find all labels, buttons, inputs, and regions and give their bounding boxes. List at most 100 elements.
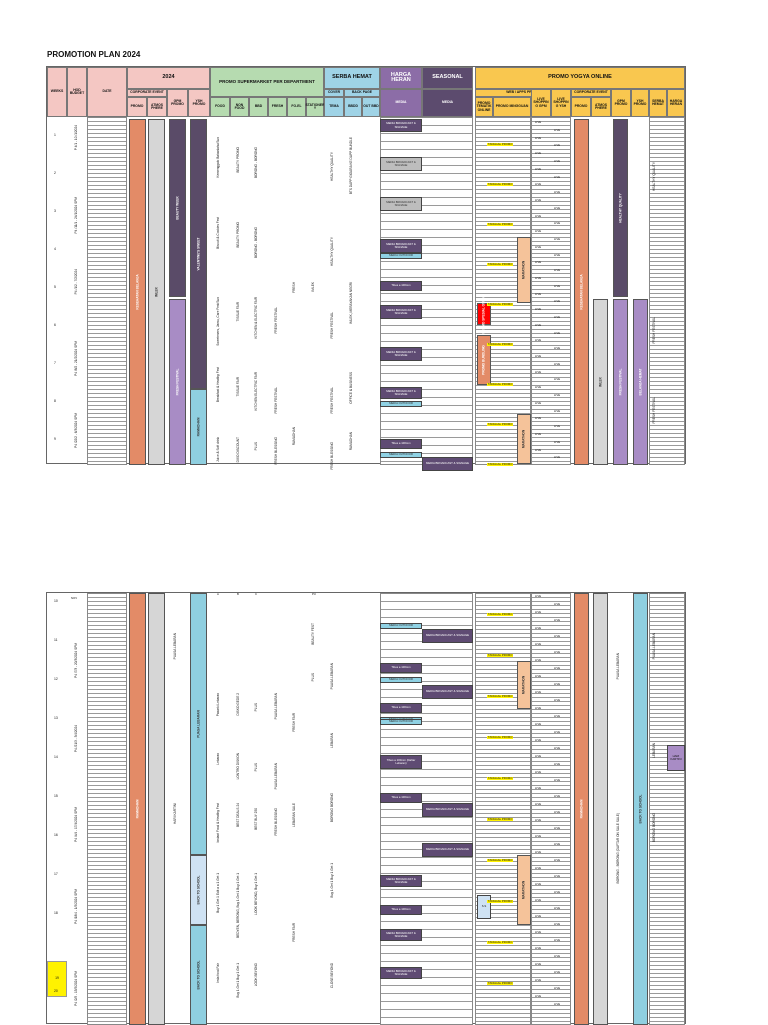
live-tag: LIVE [535,866,542,870]
harga-grid [380,117,473,465]
media-box: MEDIA BROADCAST & SIGNAGE [422,803,473,817]
live-tag: LIVE [554,810,561,814]
dept-food-2: Biscuit & Cookies Fest [216,217,220,249]
tanggal-promo-tag[interactable]: TANGGAL PROMO [487,382,514,386]
week-number: 17 [54,872,58,876]
dept-bbd-2: BORONG - BORONG [254,227,258,259]
live-tag: LIVE [554,650,561,654]
b-label: B [237,592,239,596]
tanggal-promo-tag[interactable]: TANGGAL PROMO [487,342,514,346]
online-healthy-label: HEALTHY QUALITY [652,162,656,191]
live-tag: LIVE [554,190,561,195]
tanggal-promo-tag[interactable]: TANGGAL PROMO [487,981,514,985]
live-tag: LIVE [554,938,561,942]
bar-online-belanja: BELANJA HEMAT [633,299,648,465]
live-tag: LIVE [535,369,542,374]
bar-puasa-lebaran: PUASA LEBARAN [190,593,207,855]
dept-b-st-1: BEAUTY FEST [311,623,315,645]
bar-promo-spesial: PROMO SPESIAL ONLINE [477,294,491,334]
tanggal-promo-tag[interactable]: TANGGAL PROMO [487,776,514,780]
right-grid-2 [649,593,685,1025]
dept-b-tema-5: CLOSE BEYOND [330,963,334,989]
live-tag: LIVE [535,182,542,187]
tanggal-promo-tag[interactable]: TANGGAL PROMO [487,817,514,821]
tanggal-promo-tag[interactable]: TANGGAL PROMO [487,612,514,616]
live-tag: LIVE [535,626,542,630]
header-promo-yogya-online: PROMO YOGYA ONLINE [475,67,685,89]
tanggal-promo-tag[interactable]: TANGGAL PROMO [487,899,514,903]
live-tag: LIVE [535,898,542,902]
live-tag: LIVE [554,826,561,830]
nov-label: NOV [71,596,78,600]
header-fo-el: FO-EL [287,97,306,117]
live-tag: LIVE [535,610,542,614]
live-tag: LIVE [535,978,542,982]
week-number: 18 [54,911,58,915]
tanggal-promo-tag[interactable]: TANGGAL PROMO [487,694,514,698]
header-promo-mingguan: PROMO MINGGUAN [493,97,531,117]
date-column-2 [87,593,127,1025]
tanggal-promo-tag[interactable]: TANGGAL PROMO [487,858,514,862]
live-tag: LIVE [535,802,542,806]
dept-b-tema-3: BORONG BORONG [330,793,334,823]
tanggal-promo-tag[interactable]: TANGGAL PROMO [487,262,514,266]
tanggal-promo-tag[interactable]: TANGGAL PROMO [487,940,514,944]
header-corporate-event: CORPORATE EVENT [127,89,167,97]
header-media: MEDIA [380,89,422,117]
tanggal-promo-tag[interactable]: TANGGAL PROMO [487,142,514,146]
bar-beauty-week: BEAUTY WEEK [169,119,186,297]
media-box: MEDIA BROADCAST & SIGNAGE [380,929,422,941]
tanggal-promo-tag[interactable]: TANGGAL PROMO [487,735,514,739]
live-tag: LIVE [535,151,542,156]
dept-imlek-mid: IMLEK [311,282,315,292]
live-tag: LIVE [535,166,542,171]
online-b-puasa-2: PUASA LEBARAN [652,633,656,660]
media-box: Tibes a 100mm [380,703,422,713]
live-tag: LIVE [535,882,542,886]
online-fresh-label-2: FRESH FESTIVAL [652,397,656,424]
dept-bbdd-1: BTS DAPP GIGARA KE DAPP BUNDLE [349,137,353,195]
dept-tema-1: HEALTHY QUALITY [330,152,334,181]
live-tag: LIVE [554,890,561,894]
week-number: 9 [54,437,56,441]
tanggal-promo-tag[interactable]: TANGGAL PROMO [487,302,514,306]
tanggal-promo-tag[interactable]: TANGGAL PROMO [487,222,514,226]
live-tag: LIVE [554,393,561,397]
header-promo-2: PROMO [571,97,591,117]
media-box: MEDIA OUTDOOR [380,452,422,458]
live-tag: LIVE [535,432,542,436]
week-number: 13 [54,716,58,720]
dept-fresh-2: FRESH FESTIVAL [274,387,278,414]
live-tag: LIVE [535,198,542,202]
tanggal-promo-tag[interactable]: TANGGAL PROMO [487,422,514,426]
header-ysh-promo: YSH PROMO [188,89,210,117]
header-seasonal: SEASONAL [422,67,473,89]
media-box: MEDIA BROADCAST & SIGNAGE [380,119,422,132]
live-tag: LIVE [535,260,542,265]
dept-food-1: Kemenggalo Bahanlahu/Sun [216,137,220,178]
dept-b-fresh-3: FRESH BLESSING [274,808,278,836]
tanggal-promo-tag[interactable]: TANGGAL PROMO [487,462,514,466]
media-box: MEDIA BROADCAST & SIGNAGE [422,629,473,643]
dept-bbd-1: BORONG - BORONG [254,147,258,179]
dept-b-nonfood-3: BEST DEALS 24 [236,803,240,828]
week-19-highlight: 19 [47,961,67,997]
tanggal-promo-tag[interactable]: TANGGAL PROMO [487,653,514,657]
bar-ramadhan-2: RAMADHAN [129,593,146,1025]
online-b-harbolnas: BORONG - BORONG (DAFTAR ON SALE SALE) [616,813,620,884]
bar-promo-bundling: PROMO BUNDLING [477,335,491,385]
dept-tema-3: FRESH FESTIVAL [330,312,334,339]
dept-b-tema-4: Buy 1 Get 1 Buy 1 Get 1 [330,863,334,898]
live-tag: LIVE [554,424,561,429]
live-tag: LIVE [535,770,542,774]
live-grid [531,117,571,465]
dept-b-bbd-2: PLUS [254,763,258,772]
header-tema: TEMA [324,97,344,117]
tanggal-promo-tag[interactable]: TANGGAL PROMO [487,182,514,186]
dept-b-food-2: Lebaran [216,753,220,765]
bar-marathon-2: MARATHON [517,414,531,464]
live-tag: LIVE [554,205,561,210]
live-tag: LIVE [535,276,542,280]
dept-b-nonfood-4: BEDYEN, BERONG, Buy 1 Get 1 Buy 1 Get 1 [236,873,240,939]
header-back-page: BACK PAGE [344,89,380,97]
